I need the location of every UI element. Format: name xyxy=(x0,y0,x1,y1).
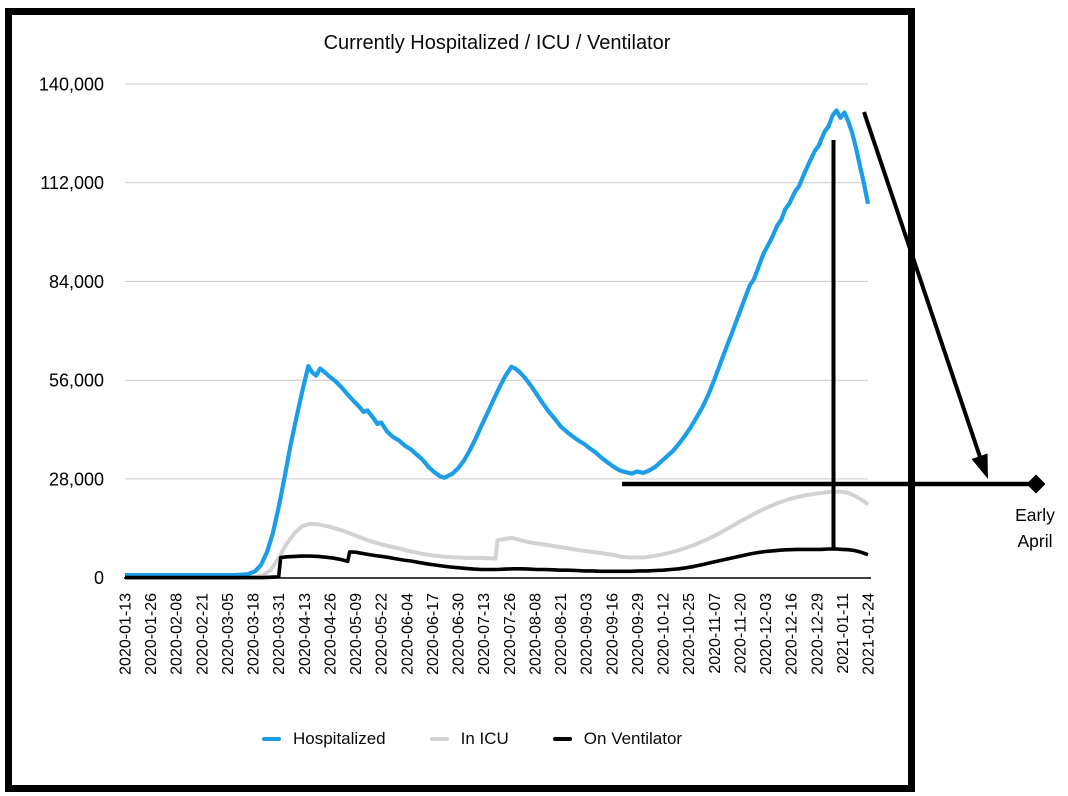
x-tick-label: 2021-01-24 xyxy=(861,593,878,675)
x-tick-label: 2020-08-08 xyxy=(527,593,544,675)
x-tick-label: 2020-05-09 xyxy=(348,593,365,675)
legend: Hospitalized In ICU On Ventilator xyxy=(262,729,682,749)
series-line-on-ventilator xyxy=(125,547,869,580)
hospitalized-line-swatch xyxy=(262,737,281,741)
x-tick-label: 2020-12-03 xyxy=(758,593,775,675)
x-tick-label: 2020-02-08 xyxy=(169,593,186,675)
x-tick-label: 2021-01-11 xyxy=(835,593,852,674)
x-tick-label: 2020-03-05 xyxy=(220,593,237,675)
early-april-annotation-label: Early April xyxy=(993,502,1068,554)
x-tick-label: 2020-11-07 xyxy=(707,593,724,674)
x-tick-label: 2020-06-30 xyxy=(451,593,468,675)
y-axis-tick-labels: 0 28,000 56,000 84,000 112,000 140,000 xyxy=(39,75,104,589)
legend-item-hospitalized: Hospitalized xyxy=(262,729,386,749)
x-tick-label: 2020-03-18 xyxy=(246,593,263,675)
series-line-in-icu xyxy=(125,489,870,580)
gridlines-group xyxy=(125,83,868,480)
series-line-hospitalized xyxy=(125,108,871,578)
x-tick-label: 2020-09-29 xyxy=(630,593,647,675)
x-tick-label: 2020-10-12 xyxy=(656,593,673,675)
legend-label-hospitalized: Hospitalized xyxy=(293,729,386,748)
x-tick-label: 2020-04-26 xyxy=(323,593,340,675)
x-tick-label: 2020-08-21 xyxy=(553,593,570,675)
x-tick-label: 2020-03-31 xyxy=(271,593,288,675)
in-icu-line-swatch xyxy=(429,737,449,741)
x-tick-label: 2020-07-26 xyxy=(502,593,519,675)
annotation-arrowhead xyxy=(971,453,988,479)
x-tick-label: 2020-01-26 xyxy=(143,593,160,675)
y-tick-label: 84,000 xyxy=(49,272,104,292)
x-tick-label: 2020-11-20 xyxy=(732,593,749,674)
x-tick-label: 2020-12-29 xyxy=(809,593,826,675)
y-tick-label: 28,000 xyxy=(49,469,104,489)
annotation-label-line1: Early xyxy=(1015,505,1055,525)
chart-title: Currently Hospitalized / ICU / Ventilato… xyxy=(323,32,671,54)
x-tick-label: 2020-05-22 xyxy=(374,593,391,675)
legend-label-in-icu: In ICU xyxy=(460,729,509,748)
legend-item-on-ventilator: On Ventilator xyxy=(552,729,683,749)
x-tick-label: 2020-09-16 xyxy=(604,593,621,675)
chart-frame xyxy=(5,8,915,792)
annotation-diamond-marker xyxy=(1026,474,1046,494)
x-tick-label: 2020-09-03 xyxy=(579,593,596,675)
y-tick-label: 56,000 xyxy=(49,371,104,391)
on-ventilator-line-swatch xyxy=(552,737,572,741)
legend-label-on-ventilator: On Ventilator xyxy=(583,729,683,748)
x-tick-label: 2020-12-16 xyxy=(784,593,801,675)
x-tick-label: 2020-04-13 xyxy=(297,593,314,675)
annotation-diagonal-arrow-line xyxy=(862,111,982,458)
series-group xyxy=(125,108,871,580)
y-tick-label: 140,000 xyxy=(39,75,104,95)
x-tick-label: 2020-01-13 xyxy=(118,593,135,675)
legend-item-in-icu: In ICU xyxy=(429,729,509,749)
y-tick-label: 0 xyxy=(94,568,104,588)
x-tick-label: 2020-06-17 xyxy=(425,593,442,675)
annotation-label-line2: April xyxy=(1017,531,1053,551)
y-tick-label: 112,000 xyxy=(40,173,104,193)
x-tick-label: 2020-10-25 xyxy=(681,593,698,675)
x-tick-label: 2020-06-04 xyxy=(399,593,416,675)
x-tick-label: 2020-07-13 xyxy=(476,593,493,675)
x-tick-label: 2020-02-21 xyxy=(194,593,211,675)
x-axis-tick-labels: 2020-01-13 2020-01-26 2020-02-08 2020-02-21… xyxy=(118,593,878,675)
